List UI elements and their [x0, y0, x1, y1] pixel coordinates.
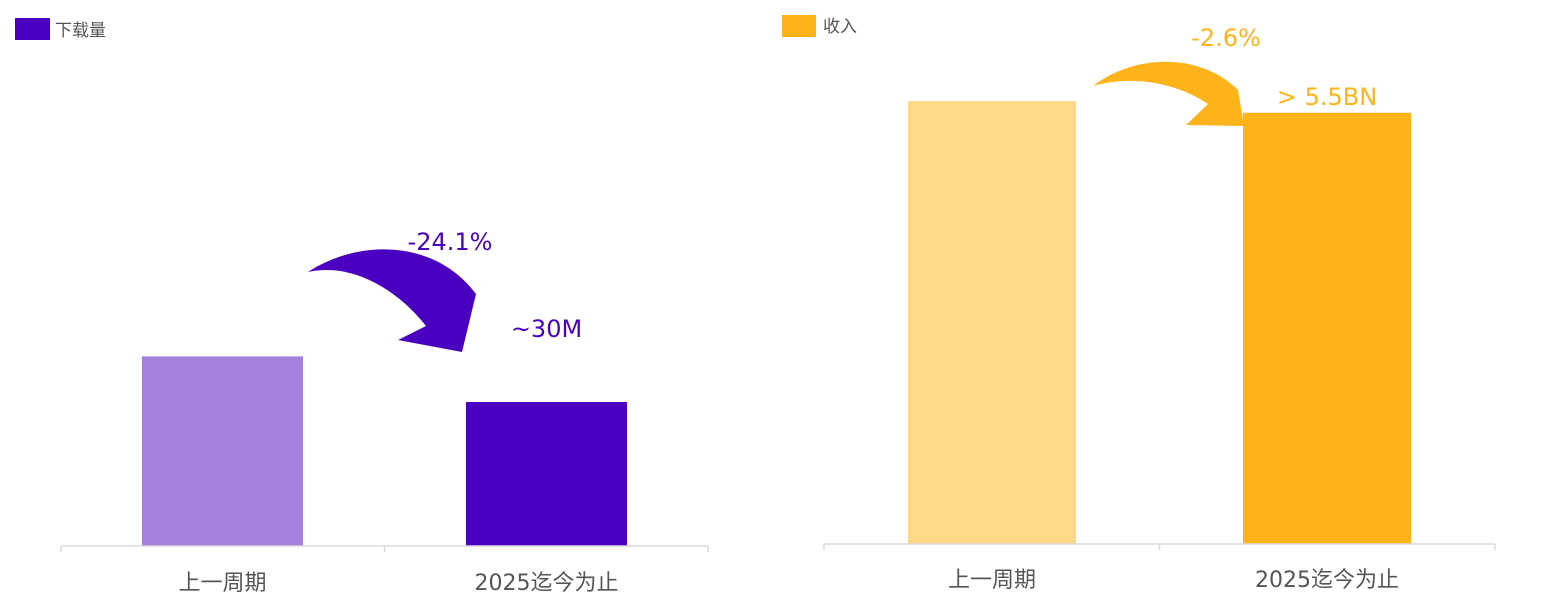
bar-2[interactable]	[466, 402, 627, 546]
x-tick-label: 2025迄今为止	[475, 571, 619, 596]
legend-swatch	[15, 18, 50, 40]
legend-label: 下载量	[55, 21, 106, 41]
data-label: > 5.5BN	[1277, 83, 1377, 111]
change-label: -24.1%	[408, 228, 493, 256]
bar-1[interactable]	[142, 356, 303, 546]
legend-swatch	[782, 15, 816, 37]
data-label: ~30M	[511, 315, 582, 343]
change-arrow-icon	[1093, 61, 1244, 126]
legend-label: 收入	[823, 17, 857, 37]
x-tick-label: 上一周期	[178, 571, 266, 596]
bar-2[interactable]	[1243, 112, 1411, 545]
change-arrow-icon	[308, 249, 476, 352]
bar-1[interactable]	[908, 101, 1076, 544]
x-tick-label: 2025迄今为止	[1255, 568, 1399, 593]
change-label: -2.6%	[1191, 24, 1261, 52]
x-tick-label: 上一周期	[948, 568, 1036, 593]
